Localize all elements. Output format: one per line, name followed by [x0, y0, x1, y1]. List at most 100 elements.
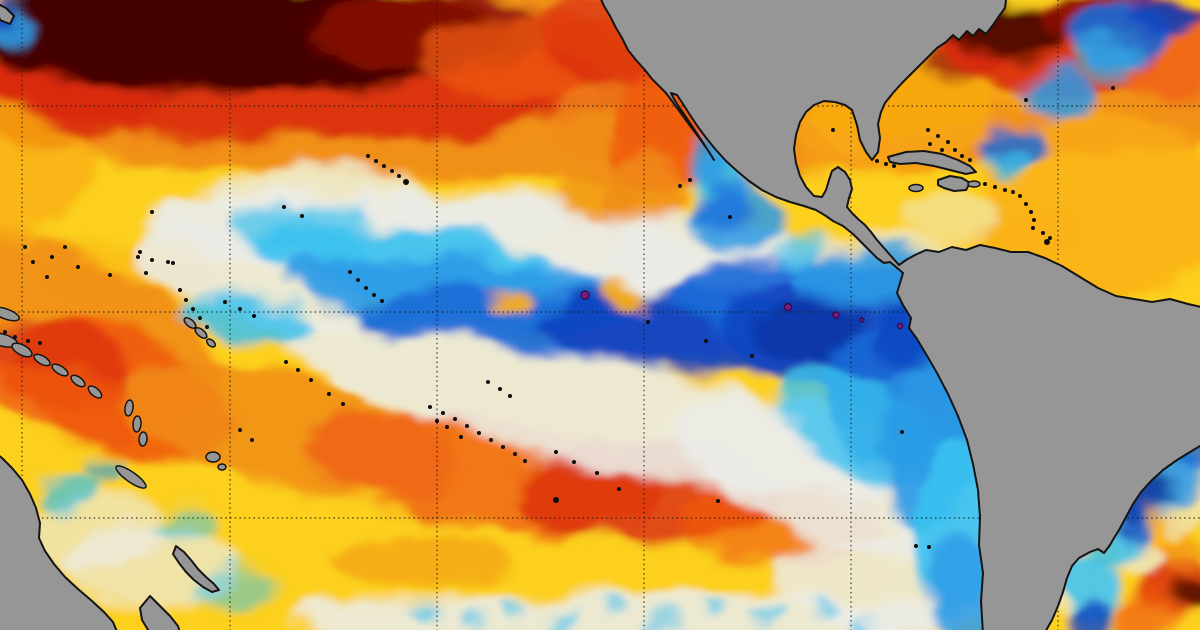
island-dot [572, 460, 576, 464]
anomaly-blob [599, 604, 625, 616]
island-dot [150, 210, 154, 214]
anomaly-blob [786, 110, 870, 170]
island-dot [356, 278, 360, 282]
island-dot [138, 250, 142, 254]
landmass-new_zealand_north [172, 545, 220, 593]
outlined-island [967, 180, 981, 188]
purple-island-marker [859, 317, 865, 323]
anomaly-blob [82, 458, 122, 482]
island-dot [716, 499, 720, 503]
island-dot [238, 307, 242, 311]
island-dot [513, 452, 517, 456]
island-dot [191, 307, 195, 311]
island-dot [13, 335, 17, 339]
landmass-hispaniola [937, 175, 971, 192]
anomaly-blob [855, 614, 881, 626]
island-dot [875, 159, 879, 163]
outlined-island [194, 327, 208, 339]
island-dot [1031, 226, 1035, 230]
anomaly-blob [0, 357, 137, 443]
anomaly-blob [548, 612, 576, 624]
island-dot [728, 215, 732, 219]
anomaly-blob [190, 565, 274, 605]
island-dot [1024, 202, 1028, 206]
island-dot [26, 339, 30, 343]
island-dot [252, 314, 256, 318]
island-dot [936, 134, 940, 138]
island-dot [704, 339, 708, 343]
island-dot [489, 438, 493, 442]
outlined-island [115, 465, 147, 489]
outlined-island [205, 451, 221, 463]
anomaly-blob [0, 100, 90, 240]
island-dot [166, 260, 170, 264]
island-dot [300, 214, 304, 218]
island-dot [1044, 239, 1050, 245]
anomaly-blob [648, 615, 676, 627]
island-dot [1032, 218, 1036, 222]
anomaly-blob [752, 613, 780, 625]
anomaly-blob [897, 200, 993, 236]
island-dot [884, 162, 888, 166]
island-dot [250, 438, 254, 442]
island-dot [296, 368, 300, 372]
island-dot [184, 298, 188, 302]
island-dot [205, 325, 209, 329]
island-dot [445, 425, 449, 429]
island-dot [1024, 98, 1028, 102]
island-dot [144, 271, 148, 275]
island-dot [45, 275, 49, 279]
island-dot [498, 387, 502, 391]
purple-island-marker [783, 302, 793, 312]
island-dot [968, 158, 972, 162]
anomaly-blob [1065, 600, 1115, 630]
island-dot [428, 405, 432, 409]
island-dot [223, 300, 227, 304]
island-dot [678, 184, 682, 188]
outlined-island [11, 342, 33, 358]
island-dot [76, 265, 80, 269]
island-dot [372, 293, 376, 297]
island-dot [284, 360, 288, 364]
anomaly-blob [487, 291, 523, 315]
outlined-island [51, 363, 69, 377]
island-dot [435, 419, 439, 423]
anomaly-blob [25, 494, 165, 570]
anomaly-blob [604, 284, 646, 310]
island-dot [366, 154, 370, 158]
island-dot [459, 435, 463, 439]
island-dot [953, 148, 957, 152]
island-dot [453, 417, 457, 421]
outlined-island [87, 385, 103, 399]
anomaly-blob [1069, 38, 1141, 74]
island-dot [238, 428, 242, 432]
anomaly-blob [773, 236, 821, 264]
island-dot [1048, 236, 1052, 240]
landmass-australia [0, 455, 118, 630]
island-dot [914, 544, 918, 548]
island-dot [617, 487, 621, 491]
landmass-new_zealand_south [139, 595, 181, 630]
island-dot [31, 260, 35, 264]
island-dot [831, 128, 835, 132]
island-dot [486, 380, 490, 384]
anomaly-blob [502, 602, 528, 614]
outlined-island [70, 374, 86, 388]
island-dot [926, 128, 930, 132]
anomaly-blob [390, 191, 570, 239]
island-dot [198, 316, 202, 320]
island-dot [946, 140, 950, 144]
island-dot [63, 245, 67, 249]
anomaly-blob [807, 606, 833, 618]
island-dot [688, 178, 692, 182]
island-dot [523, 459, 527, 463]
island-dot [380, 299, 384, 303]
island-dot [397, 174, 401, 178]
island-dot [136, 255, 140, 259]
anomaly-blob [135, 223, 365, 333]
island-dot [960, 154, 964, 158]
island-dot [50, 255, 54, 259]
